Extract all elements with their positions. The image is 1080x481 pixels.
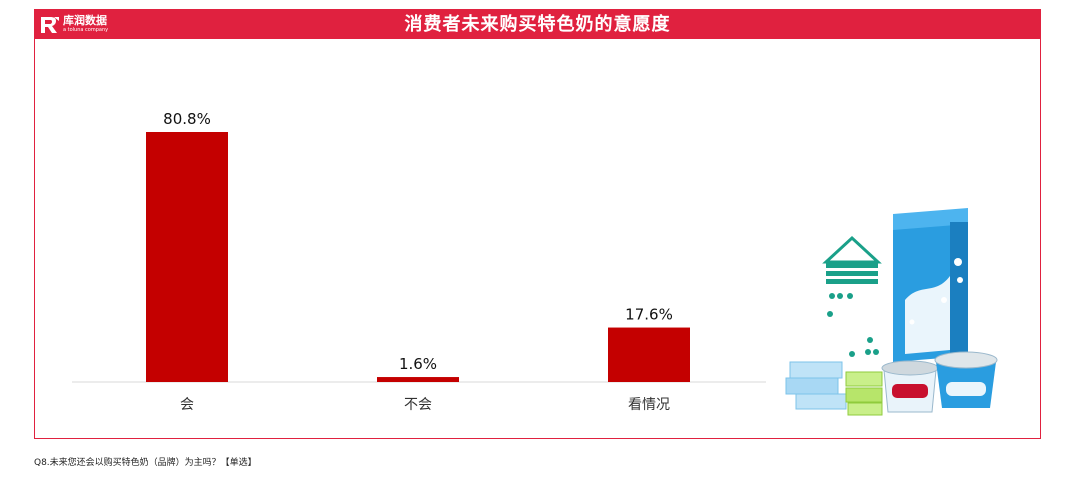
- bar-chart: 80.8% 会 1.6% 不会 17.6% 看情况: [72, 110, 998, 416]
- bar-2: [608, 327, 690, 382]
- chart-title: 消费者未来购买特色奶的意愿度: [404, 14, 671, 35]
- brand-logo: 库润数据 a toluna company: [39, 14, 129, 36]
- logo-mark-icon: [41, 17, 59, 33]
- bar-1: [377, 377, 459, 382]
- logo-subtitle: a toluna company: [63, 27, 109, 33]
- category-label-2: 看情况: [628, 397, 670, 413]
- category-label-0: 会: [180, 397, 194, 413]
- milk-products-icon: [785, 208, 998, 416]
- title-bar: 库润数据 a toluna company 消费者未来购买特色奶的意愿度: [35, 10, 1040, 39]
- bar-0: [146, 132, 228, 382]
- logo-text: 库润数据: [63, 14, 107, 27]
- category-label-1: 不会: [404, 397, 432, 413]
- data-label-1: 1.6%: [399, 355, 437, 373]
- data-label-0: 80.8%: [163, 110, 211, 128]
- data-label-2: 17.6%: [625, 306, 673, 324]
- footnote: Q8.未来您还会以购买特色奶（品牌）为主吗？【单选】: [34, 458, 257, 468]
